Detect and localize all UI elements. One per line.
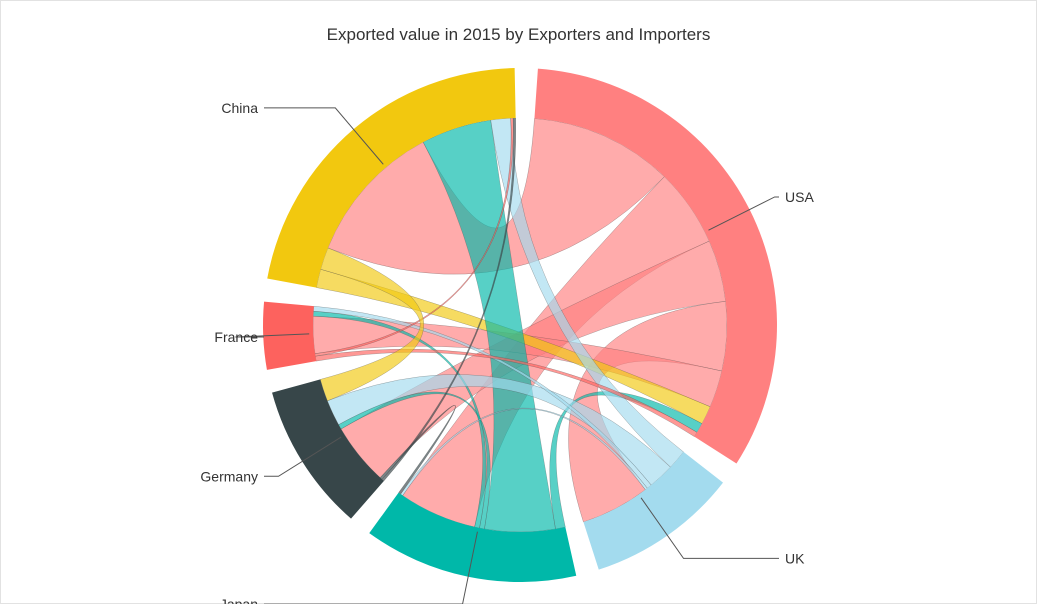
arc-france[interactable]: [263, 301, 317, 370]
leader-line-france: [235, 333, 310, 338]
leader-line-uk: [640, 497, 779, 559]
leader-line-china: [264, 107, 384, 165]
label-japan: Japan: [220, 596, 258, 604]
labels-layer: USA UK Japan Germany France China: [200, 100, 814, 604]
label-germany: Germany: [200, 468, 258, 484]
ribbons-layer: [312, 117, 728, 533]
ribbon-uk-to-china[interactable]: [490, 117, 684, 468]
arcs-layer: [263, 68, 777, 582]
ribbon-china-to-germany[interactable]: [319, 247, 424, 402]
arc-japan[interactable]: [369, 492, 577, 582]
arc-germany[interactable]: [272, 379, 384, 519]
ribbon-japan-to-usa[interactable]: [549, 391, 703, 530]
arc-usa[interactable]: [534, 68, 777, 464]
chart-title: Exported value in 2015 by Exporters and …: [326, 25, 711, 44]
leader-line-usa: [708, 196, 779, 231]
ribbon-japan-to-germany[interactable]: [338, 391, 491, 530]
leader-line-japan: [264, 531, 478, 604]
arc-china[interactable]: [267, 68, 516, 288]
arc-uk[interactable]: [583, 451, 724, 570]
label-uk: UK: [785, 550, 805, 566]
label-france: France: [214, 329, 258, 345]
label-usa: USA: [785, 189, 814, 205]
leader-line-germany: [264, 436, 342, 477]
label-china: China: [221, 100, 258, 116]
